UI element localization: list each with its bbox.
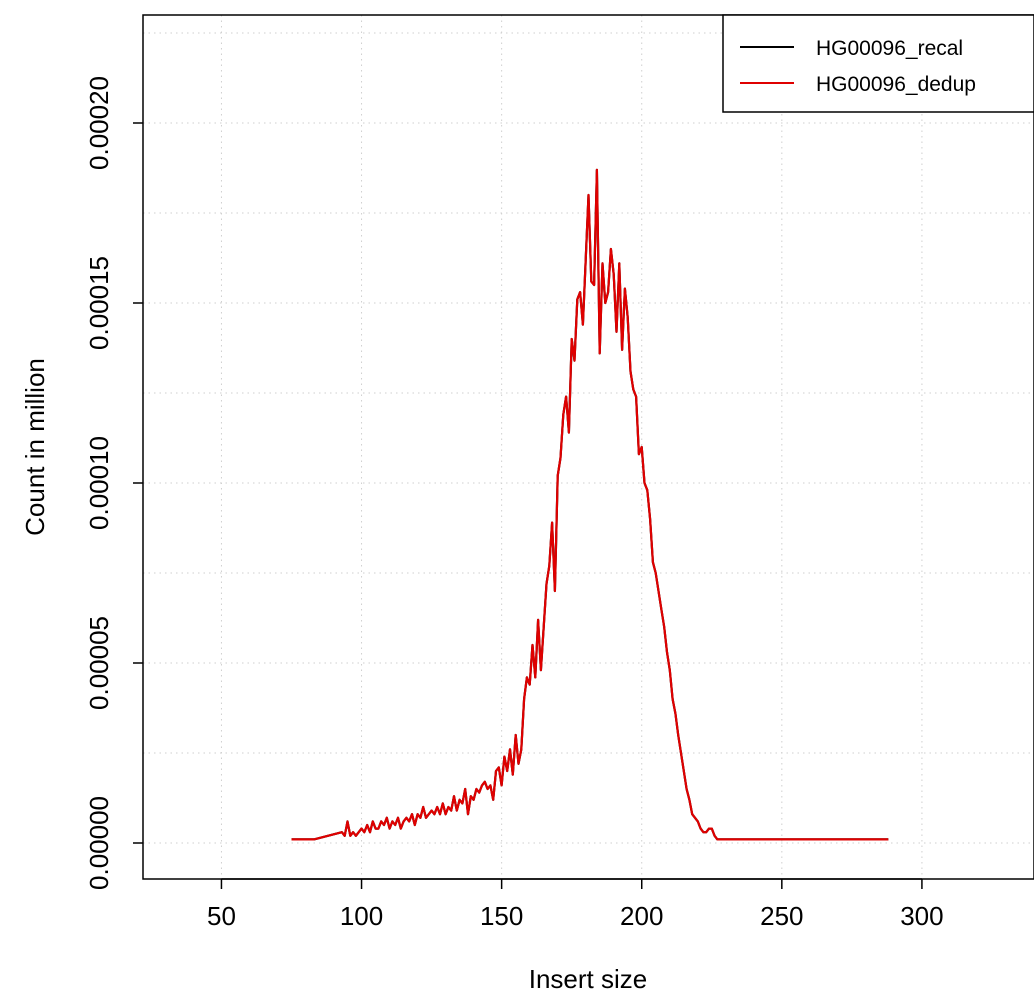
x-tick-label: 300 (900, 901, 943, 931)
y-tick-label: 0.00005 (84, 616, 114, 710)
legend-label: HG00096_recal (816, 37, 963, 60)
x-tick-label: 150 (480, 901, 523, 931)
legend: HG00096_recal HG00096_dedup (722, 14, 1034, 113)
x-tick-label: 250 (760, 901, 803, 931)
x-axis-title: Insert size (529, 964, 648, 994)
plot-frame (142, 14, 1034, 880)
legend-label: HG00096_dedup (816, 73, 976, 96)
y-axis-title: Count in million (20, 358, 50, 536)
y-tick-label: 0.00010 (84, 436, 114, 530)
series-line-2 (291, 168, 889, 841)
y-tick-label: 0.00020 (84, 76, 114, 170)
grid (143, 15, 1034, 879)
y-tick-label: 0.00015 (84, 256, 114, 350)
legend-box (722, 14, 1034, 113)
x-tick-label: 50 (207, 901, 236, 931)
x-tick-label: 200 (620, 901, 663, 931)
x-tick-label: 100 (340, 901, 383, 931)
series-lines (291, 168, 889, 841)
axes: 50 100 150 200 250 300 0.00000 0.00005 0.00010 0.… (84, 76, 944, 931)
y-tick-label: 0.00000 (84, 796, 114, 890)
